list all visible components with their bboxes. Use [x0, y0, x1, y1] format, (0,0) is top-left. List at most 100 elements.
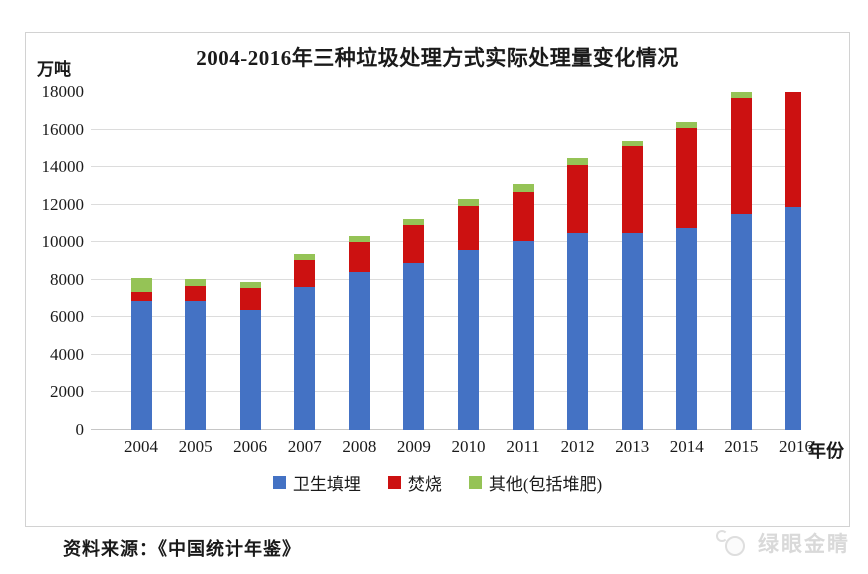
- legend-label-other-compost: 其他(包括堆肥): [488, 475, 603, 494]
- bar-2007-other-compost: [294, 253, 316, 260]
- bar-2010-incineration: [457, 206, 479, 250]
- watermark: 绿眼金睛: [716, 528, 850, 558]
- bar-2004-landfill: [130, 300, 152, 430]
- bar-2007: [294, 92, 316, 430]
- bar-2014-other-compost: [676, 122, 698, 129]
- y-tick-label-12000: 12000: [41, 194, 85, 214]
- source-note: 资料来源：《中国统计年鉴》: [63, 539, 301, 559]
- bar-2005: [185, 92, 207, 430]
- x-axis-title: 年份: [808, 441, 844, 461]
- gridline-2000: [91, 391, 801, 393]
- bar-2006: [239, 92, 261, 430]
- legend-swatch-incineration: [387, 476, 401, 489]
- bar-2007-landfill: [294, 286, 316, 430]
- gridline-16000: [91, 128, 801, 130]
- bar-2004-other-compost: [130, 278, 152, 293]
- x-axis-label-2010: 2010: [451, 437, 486, 456]
- x-axis-label-2016: 2016: [778, 437, 813, 456]
- x-axis-label-2013: 2013: [615, 437, 650, 456]
- bar-2014-incineration: [676, 128, 698, 229]
- x-axis-label-2014: 2014: [669, 437, 704, 456]
- y-tick-label-4000: 4000: [50, 344, 84, 364]
- bar-2014-landfill: [676, 228, 698, 430]
- bar-2006-landfill: [239, 309, 261, 430]
- chart-title: 2004-2016年三种垃圾处理方式实际处理量变化情况: [196, 46, 679, 70]
- legend-item-landfill: 卫生填埋: [272, 470, 361, 495]
- x-axis-label-2008: 2008: [342, 437, 377, 456]
- gridline-14000: [91, 166, 801, 168]
- bar-2010-other-compost: [457, 198, 479, 207]
- x-axis-label-2015: 2015: [724, 437, 759, 456]
- gridline-4000: [91, 353, 801, 355]
- gridline-10000: [91, 241, 801, 243]
- y-tick-label-18000: 18000: [41, 82, 85, 101]
- bar-2014: [676, 92, 698, 430]
- bar-2009-landfill: [403, 262, 425, 430]
- bar-2009-incineration: [403, 224, 425, 263]
- bar-2013-incineration: [621, 145, 643, 233]
- y-tick-label-8000: 8000: [50, 269, 84, 289]
- x-axis-label-2005: 2005: [178, 437, 213, 456]
- y-axis: 0 2000 4000 6000 8000 10000 12000 14000 16000 180…: [26, 33, 85, 526]
- bar-2004: [130, 92, 152, 430]
- bar-2009-other-compost: [403, 219, 425, 225]
- bar-2015-incineration: [730, 98, 752, 215]
- bar-2015-other-compost: [730, 92, 752, 99]
- y-tick-label-6000: 6000: [50, 307, 84, 327]
- bar-2012-landfill: [567, 232, 589, 430]
- bar-2008: [348, 92, 370, 430]
- legend-label-landfill: 卫生填埋: [292, 475, 361, 494]
- y-axis-unit-label: 万吨: [37, 60, 71, 79]
- bar-2015: [730, 92, 752, 430]
- gridline-6000: [91, 316, 801, 318]
- bar-2006-other-compost: [239, 282, 261, 289]
- legend-label-incineration: 焚烧: [407, 475, 442, 494]
- legend-swatch-landfill: [272, 476, 286, 489]
- bar-2011-other-compost: [512, 184, 534, 193]
- bar-2008-incineration: [348, 242, 370, 272]
- bar-2015-landfill: [730, 214, 752, 430]
- y-tick-label-14000: 14000: [41, 157, 85, 177]
- bar-2005-incineration: [185, 286, 207, 302]
- bar-2005-landfill: [185, 301, 207, 430]
- bar-2013-other-compost: [621, 140, 643, 146]
- bar-2009: [403, 92, 425, 430]
- gridline-8000: [91, 278, 801, 280]
- gridline-baseline: [91, 429, 801, 430]
- bar-2016-incineration: [785, 92, 801, 208]
- bar-2016-landfill: [785, 207, 801, 430]
- bar-2007-incineration: [294, 259, 316, 287]
- bar-2011-incineration: [512, 192, 534, 242]
- bar-2008-other-compost: [348, 236, 370, 243]
- x-axis-label-2012: 2012: [560, 437, 595, 456]
- x-axis-label-2006: 2006: [233, 437, 268, 456]
- x-axis-label-2011: 2011: [506, 437, 540, 456]
- y-tick-label-0: 0: [75, 420, 85, 439]
- legend-item-incineration: 焚烧: [387, 470, 442, 495]
- y-tick-label-16000: 16000: [41, 119, 85, 139]
- bar-2013-landfill: [621, 232, 643, 430]
- bar-2012: [567, 92, 589, 430]
- legend-swatch-other-compost: [468, 476, 482, 489]
- bar-2008-landfill: [348, 271, 370, 430]
- y-tick-label-2000: 2000: [50, 382, 84, 402]
- plot-area: [91, 92, 801, 430]
- bar-2005-other-compost: [185, 278, 207, 287]
- x-axis-label-2009: 2009: [396, 437, 431, 456]
- bar-2004-incineration: [130, 292, 152, 301]
- bar-2010: [457, 92, 479, 430]
- bar-2016: [785, 92, 801, 430]
- bar-2011-landfill: [512, 241, 534, 430]
- watermark-label: 绿眼金睛: [758, 533, 850, 556]
- bar-2006-incineration: [239, 288, 261, 310]
- bar-2012-incineration: [567, 165, 589, 233]
- bar-2013: [621, 92, 643, 430]
- watermark-logo-icon: [716, 528, 750, 558]
- bar-2010-landfill: [457, 249, 479, 430]
- bar-2011: [512, 92, 534, 430]
- x-axis-label-2004: 2004: [124, 437, 158, 456]
- legend: 卫生填埋 焚烧 其他(包括堆肥): [26, 470, 849, 495]
- y-tick-label-10000: 10000: [41, 232, 85, 252]
- legend-item-other-compost: 其他(包括堆肥): [468, 470, 603, 495]
